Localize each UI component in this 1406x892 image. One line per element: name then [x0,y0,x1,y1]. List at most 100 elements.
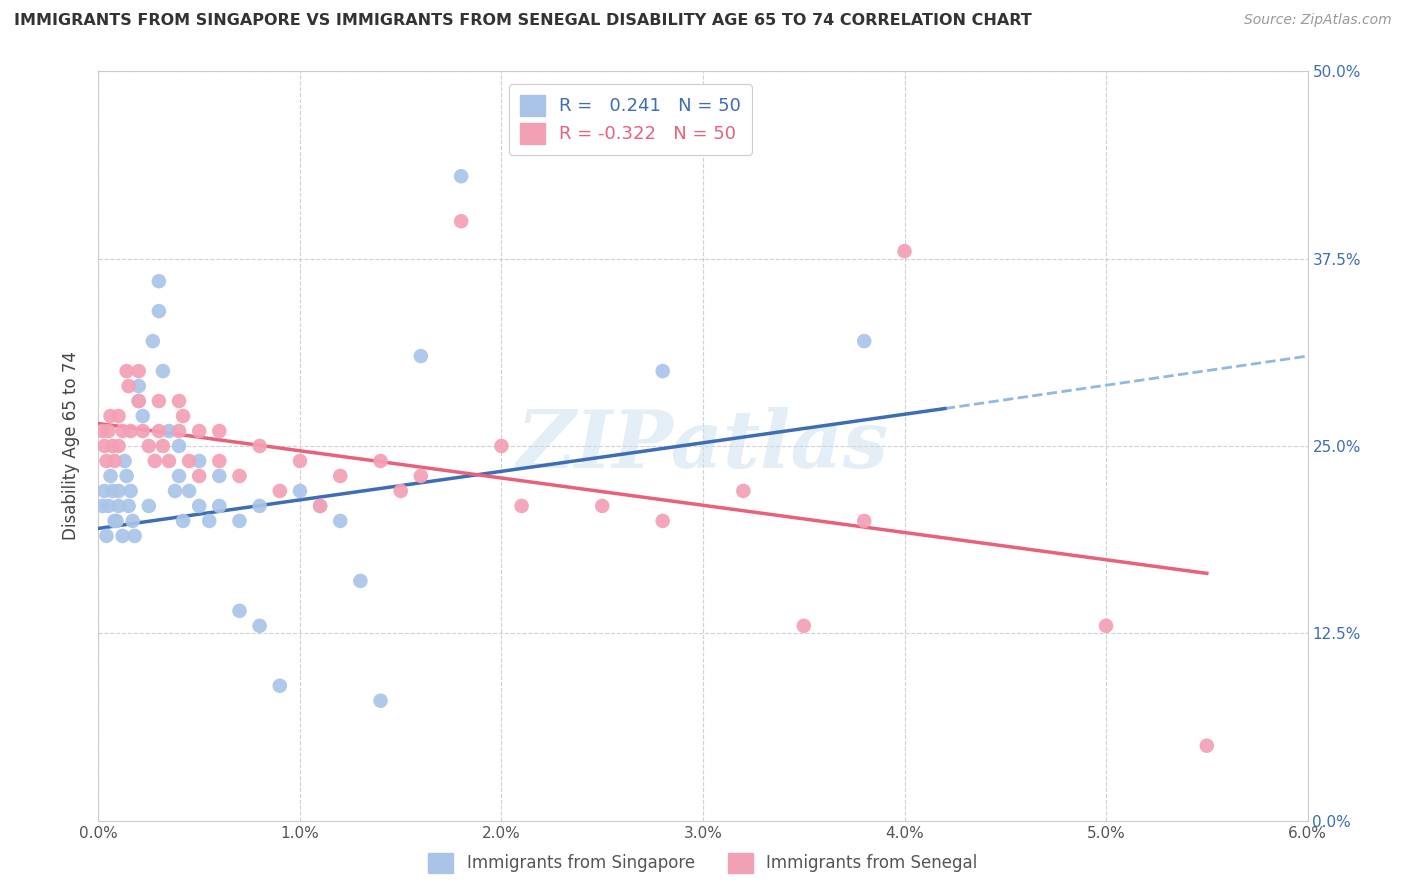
Point [249,499,271,513]
Point [132,424,155,438]
Point [107,483,129,498]
Point [148,304,170,318]
Point [152,364,174,378]
Point [208,454,231,468]
Point [893,244,915,259]
Point [793,619,815,633]
Point [651,364,673,378]
Point [249,619,271,633]
Point [1095,619,1118,633]
Point [167,439,190,453]
Point [115,364,138,378]
Point [121,514,143,528]
Point [143,454,166,468]
Point [103,514,125,528]
Point [591,499,613,513]
Point [208,499,231,513]
Point [128,364,150,378]
Point [157,424,180,438]
Point [167,424,190,438]
Point [349,574,371,588]
Point [100,409,122,423]
Point [269,483,291,498]
Point [510,499,533,513]
Point [208,469,231,483]
Point [132,409,155,423]
Point [167,394,190,409]
Point [96,454,118,468]
Point [329,514,352,528]
Point [101,483,124,498]
Point [91,499,114,513]
Point [103,454,125,468]
Point [409,469,432,483]
Point [450,214,472,228]
Point [208,424,231,438]
Point [93,439,115,453]
Point [118,499,141,513]
Point [198,514,221,528]
Point [167,469,190,483]
Point [188,499,211,513]
Point [101,439,124,453]
Point [853,334,876,348]
Point [179,483,201,498]
Text: Source: ZipAtlas.com: Source: ZipAtlas.com [1244,13,1392,28]
Point [105,514,128,528]
Point [128,379,150,393]
Point [733,483,755,498]
Point [651,514,673,528]
Point [148,274,170,288]
Point [188,469,211,483]
Legend: Immigrants from Singapore, Immigrants from Senegal: Immigrants from Singapore, Immigrants fr… [422,847,984,880]
Point [107,499,129,513]
Point [107,409,129,423]
Point [97,499,120,513]
Point [111,424,134,438]
Point [111,529,134,543]
Point [115,469,138,483]
Point [228,514,250,528]
Point [450,169,472,184]
Point [148,424,170,438]
Point [329,469,352,483]
Point [172,409,194,423]
Point [100,469,122,483]
Point [138,439,160,453]
Point [152,439,174,453]
Point [97,424,120,438]
Point [124,529,146,543]
Point [163,483,186,498]
Text: IMMIGRANTS FROM SINGAPORE VS IMMIGRANTS FROM SENEGAL DISABILITY AGE 65 TO 74 COR: IMMIGRANTS FROM SINGAPORE VS IMMIGRANTS … [14,13,1032,29]
Point [269,679,291,693]
Point [409,349,432,363]
Point [172,514,194,528]
Point [148,394,170,409]
Point [288,483,311,498]
Point [120,424,142,438]
Y-axis label: Disability Age 65 to 74: Disability Age 65 to 74 [62,351,80,541]
Point [120,483,142,498]
Point [114,454,136,468]
Point [118,379,141,393]
Point [96,529,118,543]
Point [491,439,513,453]
Text: ZIPatlas: ZIPatlas [517,408,889,484]
Point [157,454,180,468]
Point [228,604,250,618]
Point [179,454,201,468]
Point [128,394,150,409]
Point [1195,739,1218,753]
Point [228,469,250,483]
Point [138,499,160,513]
Point [107,439,129,453]
Point [128,394,150,409]
Point [91,424,114,438]
Point [142,334,165,348]
Point [188,424,211,438]
Point [370,694,392,708]
Point [249,439,271,453]
Point [853,514,876,528]
Point [370,454,392,468]
Point [309,499,332,513]
